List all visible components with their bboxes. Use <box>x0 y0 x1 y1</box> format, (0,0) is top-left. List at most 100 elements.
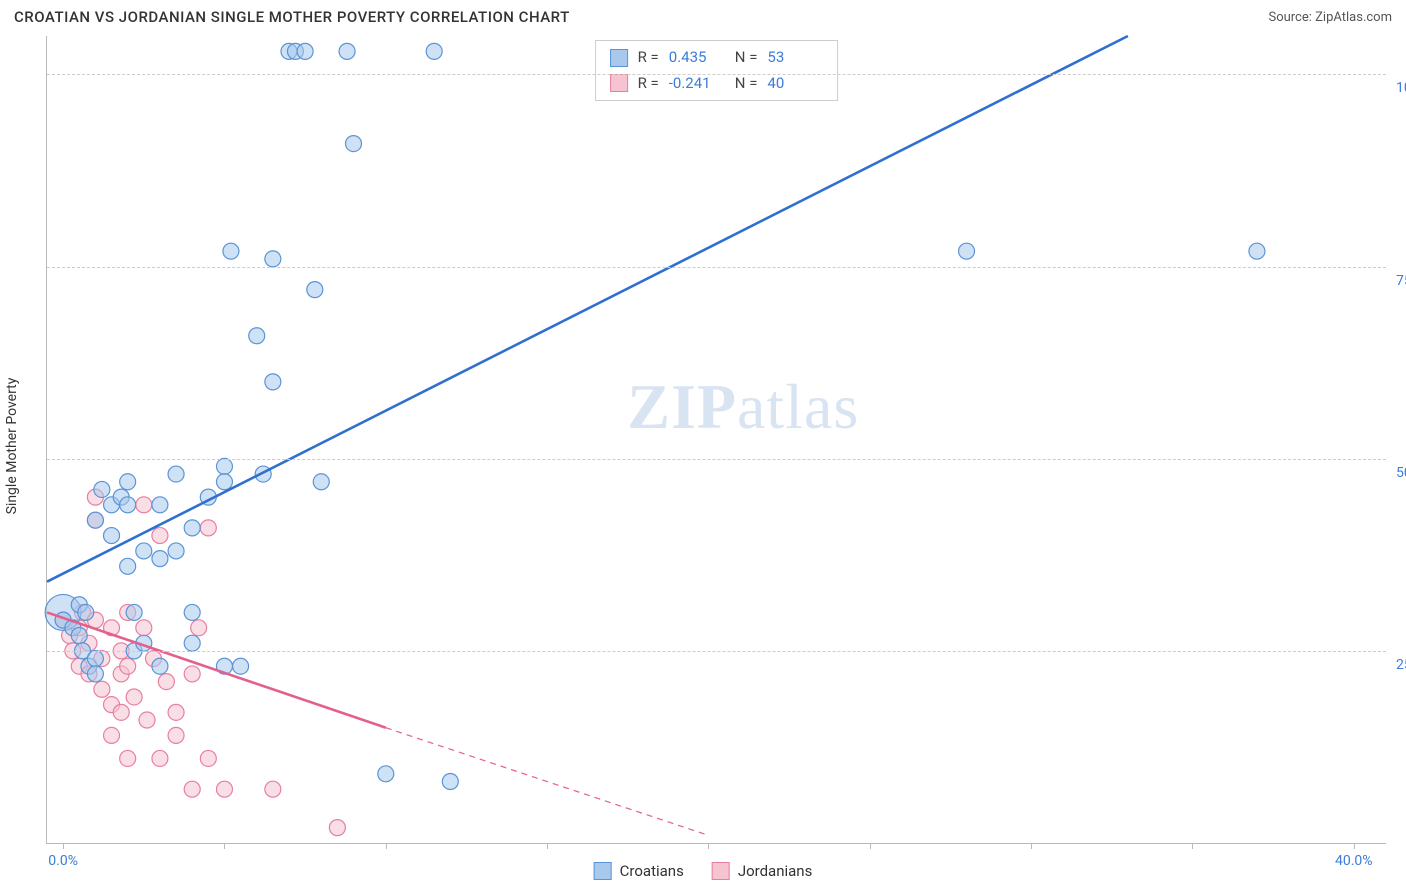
data-point <box>136 620 152 636</box>
data-point <box>136 497 152 513</box>
data-point <box>959 243 975 259</box>
data-point <box>158 674 174 690</box>
legend-series: Croatians Jordanians <box>594 862 813 880</box>
data-point <box>152 497 168 513</box>
data-point <box>152 750 168 766</box>
x-tick-label: 0.0% <box>48 853 78 869</box>
data-point <box>120 474 136 490</box>
x-tick <box>1192 843 1193 849</box>
data-point <box>200 750 216 766</box>
data-point <box>120 750 136 766</box>
data-point <box>120 658 136 674</box>
y-tick-label: 100.0% <box>1390 80 1406 96</box>
legend-n-label: N = <box>735 45 758 71</box>
data-point <box>216 458 232 474</box>
legend-item: Jordanians <box>712 862 813 880</box>
data-point <box>168 727 184 743</box>
x-tick <box>63 843 64 849</box>
data-point <box>265 251 281 267</box>
data-point <box>139 712 155 728</box>
data-point <box>297 43 313 59</box>
data-point <box>71 627 87 643</box>
data-point <box>87 651 103 667</box>
x-tick <box>1354 843 1355 849</box>
data-point <box>120 497 136 513</box>
legend-swatch <box>610 49 628 67</box>
data-point <box>329 820 345 836</box>
chart-area: ZIPatlas R =0.435N =53R =-0.241N =40 25.… <box>46 36 1386 844</box>
x-tick-label: 40.0% <box>1335 853 1373 869</box>
x-tick <box>386 843 387 849</box>
data-point <box>313 474 329 490</box>
x-tick <box>1031 843 1032 849</box>
data-point <box>126 604 142 620</box>
gridline <box>47 459 1386 460</box>
data-point <box>265 374 281 390</box>
data-point <box>378 766 394 782</box>
x-tick <box>547 843 548 849</box>
data-point <box>249 328 265 344</box>
data-point <box>152 528 168 544</box>
data-point <box>184 666 200 682</box>
legend-label: Croatians <box>620 862 684 880</box>
data-point <box>339 43 355 59</box>
gridline <box>47 651 1386 652</box>
data-point <box>184 781 200 797</box>
plot-svg <box>47 36 1386 843</box>
legend-correlation: R =0.435N =53R =-0.241N =40 <box>595 40 839 101</box>
legend-r-label: R = <box>638 45 659 71</box>
data-point <box>265 781 281 797</box>
legend-swatch <box>610 74 628 92</box>
legend-label: Jordanians <box>738 862 813 880</box>
data-point <box>113 704 129 720</box>
data-point <box>184 520 200 536</box>
data-point <box>136 543 152 559</box>
data-point <box>120 558 136 574</box>
gridline <box>47 267 1386 268</box>
data-point <box>94 681 110 697</box>
data-point <box>168 466 184 482</box>
data-point <box>346 136 362 152</box>
x-tick <box>870 843 871 849</box>
data-point <box>104 727 120 743</box>
data-point <box>87 666 103 682</box>
y-tick-label: 50.0% <box>1390 465 1406 481</box>
data-point <box>216 781 232 797</box>
data-point <box>94 481 110 497</box>
x-tick <box>224 843 225 849</box>
data-point <box>200 520 216 536</box>
data-point <box>126 689 142 705</box>
data-point <box>1249 243 1265 259</box>
header: CROATIAN VS JORDANIAN SINGLE MOTHER POVE… <box>0 0 1406 32</box>
data-point <box>152 658 168 674</box>
data-point <box>216 474 232 490</box>
data-point <box>104 528 120 544</box>
data-point <box>168 543 184 559</box>
legend-swatch <box>712 862 730 880</box>
legend-item: Croatians <box>594 862 684 880</box>
legend-row: R =0.435N =53 <box>610 45 824 71</box>
legend-swatch <box>594 862 612 880</box>
trend-line <box>386 728 709 836</box>
data-point <box>233 658 249 674</box>
y-tick-label: 25.0% <box>1390 657 1406 673</box>
data-point <box>426 43 442 59</box>
data-point <box>191 620 207 636</box>
data-point <box>168 704 184 720</box>
y-tick-label: 75.0% <box>1390 273 1406 289</box>
source-label: Source: ZipAtlas.com <box>1268 10 1392 25</box>
data-point <box>442 774 458 790</box>
data-point <box>223 243 239 259</box>
data-point <box>307 282 323 298</box>
data-point <box>184 604 200 620</box>
data-point <box>184 635 200 651</box>
data-point <box>152 551 168 567</box>
legend-r-value: 0.435 <box>669 45 725 71</box>
x-tick <box>708 843 709 849</box>
trend-line <box>47 36 1128 582</box>
y-axis-label: Single Mother Poverty <box>4 378 20 515</box>
gridline <box>47 74 1386 75</box>
chart-title: CROATIAN VS JORDANIAN SINGLE MOTHER POVE… <box>14 8 570 26</box>
data-point <box>87 512 103 528</box>
data-point <box>78 604 94 620</box>
